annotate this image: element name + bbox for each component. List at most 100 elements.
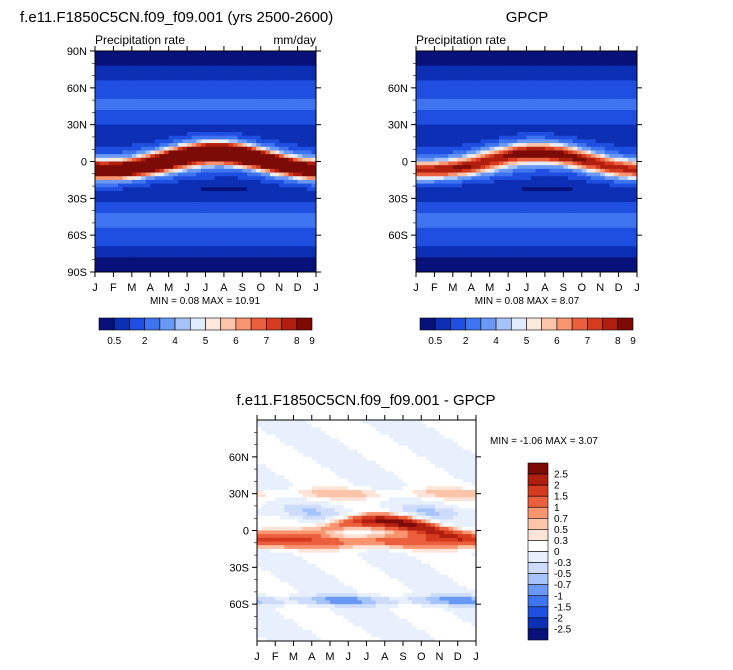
field-cell (283, 249, 289, 255)
field-cell (136, 238, 142, 244)
field-cell (429, 187, 435, 192)
field-cell (210, 209, 216, 214)
field-cell (452, 183, 458, 188)
field-cell (269, 161, 276, 166)
field-cell (480, 124, 486, 129)
field-cell (471, 91, 477, 96)
field-cell (242, 106, 248, 111)
field-cell (429, 91, 435, 96)
field-cell (604, 165, 610, 170)
field-cell (512, 139, 518, 144)
field-cell (274, 183, 280, 188)
field-cell (223, 117, 230, 122)
field-cell (498, 120, 504, 126)
field-cell (554, 109, 560, 115)
field-cell (540, 161, 546, 166)
field-cell (600, 165, 606, 170)
field-cell (205, 157, 211, 162)
field-cell (494, 128, 500, 133)
field-cell (480, 73, 486, 78)
field-cell (443, 62, 449, 67)
field-cell (274, 128, 280, 133)
field-cell (251, 80, 257, 85)
field-cell (498, 128, 504, 133)
field-cell (521, 65, 527, 70)
field-cell (586, 69, 592, 74)
field-cell (590, 76, 597, 81)
field-cell (462, 165, 468, 170)
field-cell (503, 139, 509, 144)
field-cell (586, 194, 592, 199)
field-cell (512, 65, 518, 70)
field-cell (439, 139, 445, 144)
field-cell (508, 58, 514, 63)
field-cell (145, 102, 151, 107)
field-cell (549, 80, 555, 85)
field-cell (260, 106, 266, 111)
field-cell (521, 91, 527, 96)
field-cell (173, 80, 179, 85)
field-cell (141, 91, 147, 96)
field-cell (457, 157, 463, 162)
field-cell (237, 109, 243, 115)
field-cell (136, 95, 142, 100)
field-cell (457, 132, 463, 137)
field-cell (256, 135, 262, 140)
field-cell (627, 179, 633, 185)
field-cell (104, 139, 110, 144)
field-cell (122, 268, 128, 273)
field-cell (205, 231, 211, 236)
field-cell (141, 242, 147, 247)
field-cell (95, 139, 101, 144)
field-cell (279, 132, 285, 137)
field-cell (108, 198, 114, 203)
field-cell (489, 62, 495, 67)
field-cell (104, 132, 110, 137)
field-cell (302, 165, 308, 170)
field-cell (498, 113, 504, 118)
field-cell (623, 87, 629, 93)
field-cell (242, 146, 248, 151)
field-cell (159, 54, 165, 59)
field-cell (141, 98, 147, 104)
field-cell (173, 257, 179, 262)
field-cell (219, 150, 225, 155)
field-cell (517, 202, 523, 207)
field-cell (141, 146, 147, 151)
field-cell (448, 87, 454, 93)
field-cell (182, 51, 188, 56)
field-cell (242, 73, 248, 78)
field-cell (164, 205, 170, 210)
field-cell (471, 62, 477, 67)
field-cell (302, 62, 308, 67)
field-cell (485, 76, 491, 81)
field-cell (590, 139, 597, 144)
field-cell (246, 87, 253, 93)
field-cell (283, 80, 289, 85)
field-cell (494, 120, 500, 126)
field-cell (108, 165, 114, 170)
field-cell (214, 62, 220, 67)
field-cell (196, 87, 202, 93)
field-cell (540, 187, 546, 192)
field-cell (283, 120, 289, 126)
field-cell (466, 135, 472, 140)
field-cell (420, 51, 426, 56)
field-cell (164, 202, 170, 207)
field-cell (177, 143, 183, 148)
field-cell (475, 183, 481, 188)
field-cell (512, 106, 518, 111)
field-cell (214, 224, 220, 229)
field-cell (214, 124, 220, 129)
field-cell (196, 150, 202, 155)
field-cell (210, 172, 216, 177)
field-cell (429, 176, 435, 181)
field-cell (219, 227, 225, 232)
field-cell (104, 268, 110, 273)
field-cell (558, 165, 564, 170)
field-cell (173, 91, 179, 96)
field-cell (205, 246, 211, 251)
field-cell (494, 54, 500, 59)
field-cell (99, 73, 105, 78)
field-cell (104, 51, 110, 56)
